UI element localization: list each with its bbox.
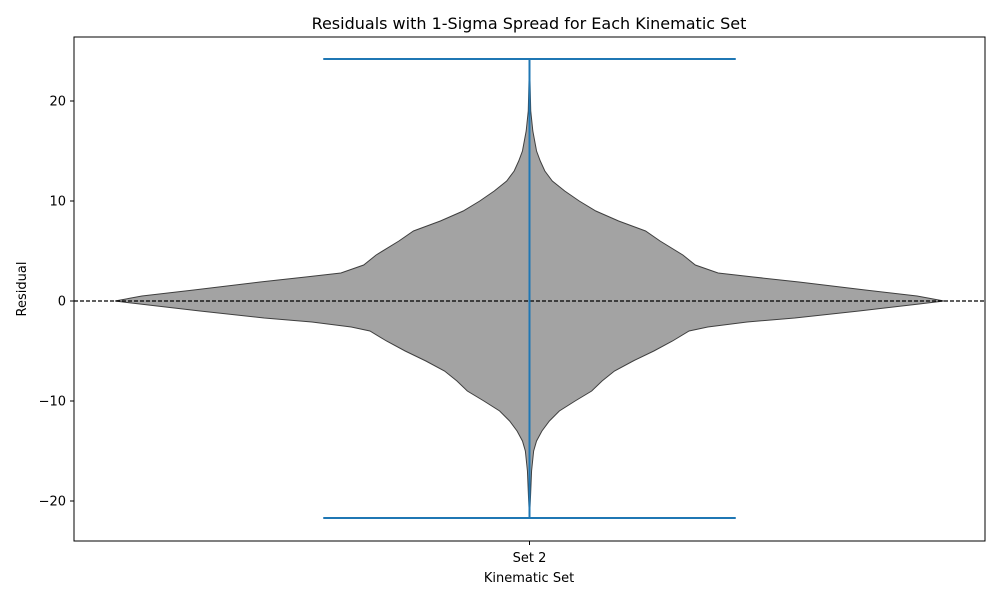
y-tick-label: 20: [49, 95, 66, 110]
x-axis: Set 2: [513, 541, 547, 566]
chart-title: Residuals with 1-Sigma Spread for Each K…: [312, 14, 747, 33]
whisker-layer: [323, 58, 736, 519]
y-tick-label: −10: [39, 395, 66, 410]
y-tick-label: −20: [39, 495, 66, 510]
y-axis: −20 −10 0 10 20: [39, 95, 74, 510]
y-axis-title: Residual: [15, 262, 30, 317]
plot-area: [73, 36, 986, 542]
x-tick-label: Set 2: [513, 551, 547, 566]
x-axis-title: Kinematic Set: [484, 571, 574, 586]
y-tick-label: 10: [49, 195, 66, 210]
y-tick-label: 0: [58, 295, 66, 310]
